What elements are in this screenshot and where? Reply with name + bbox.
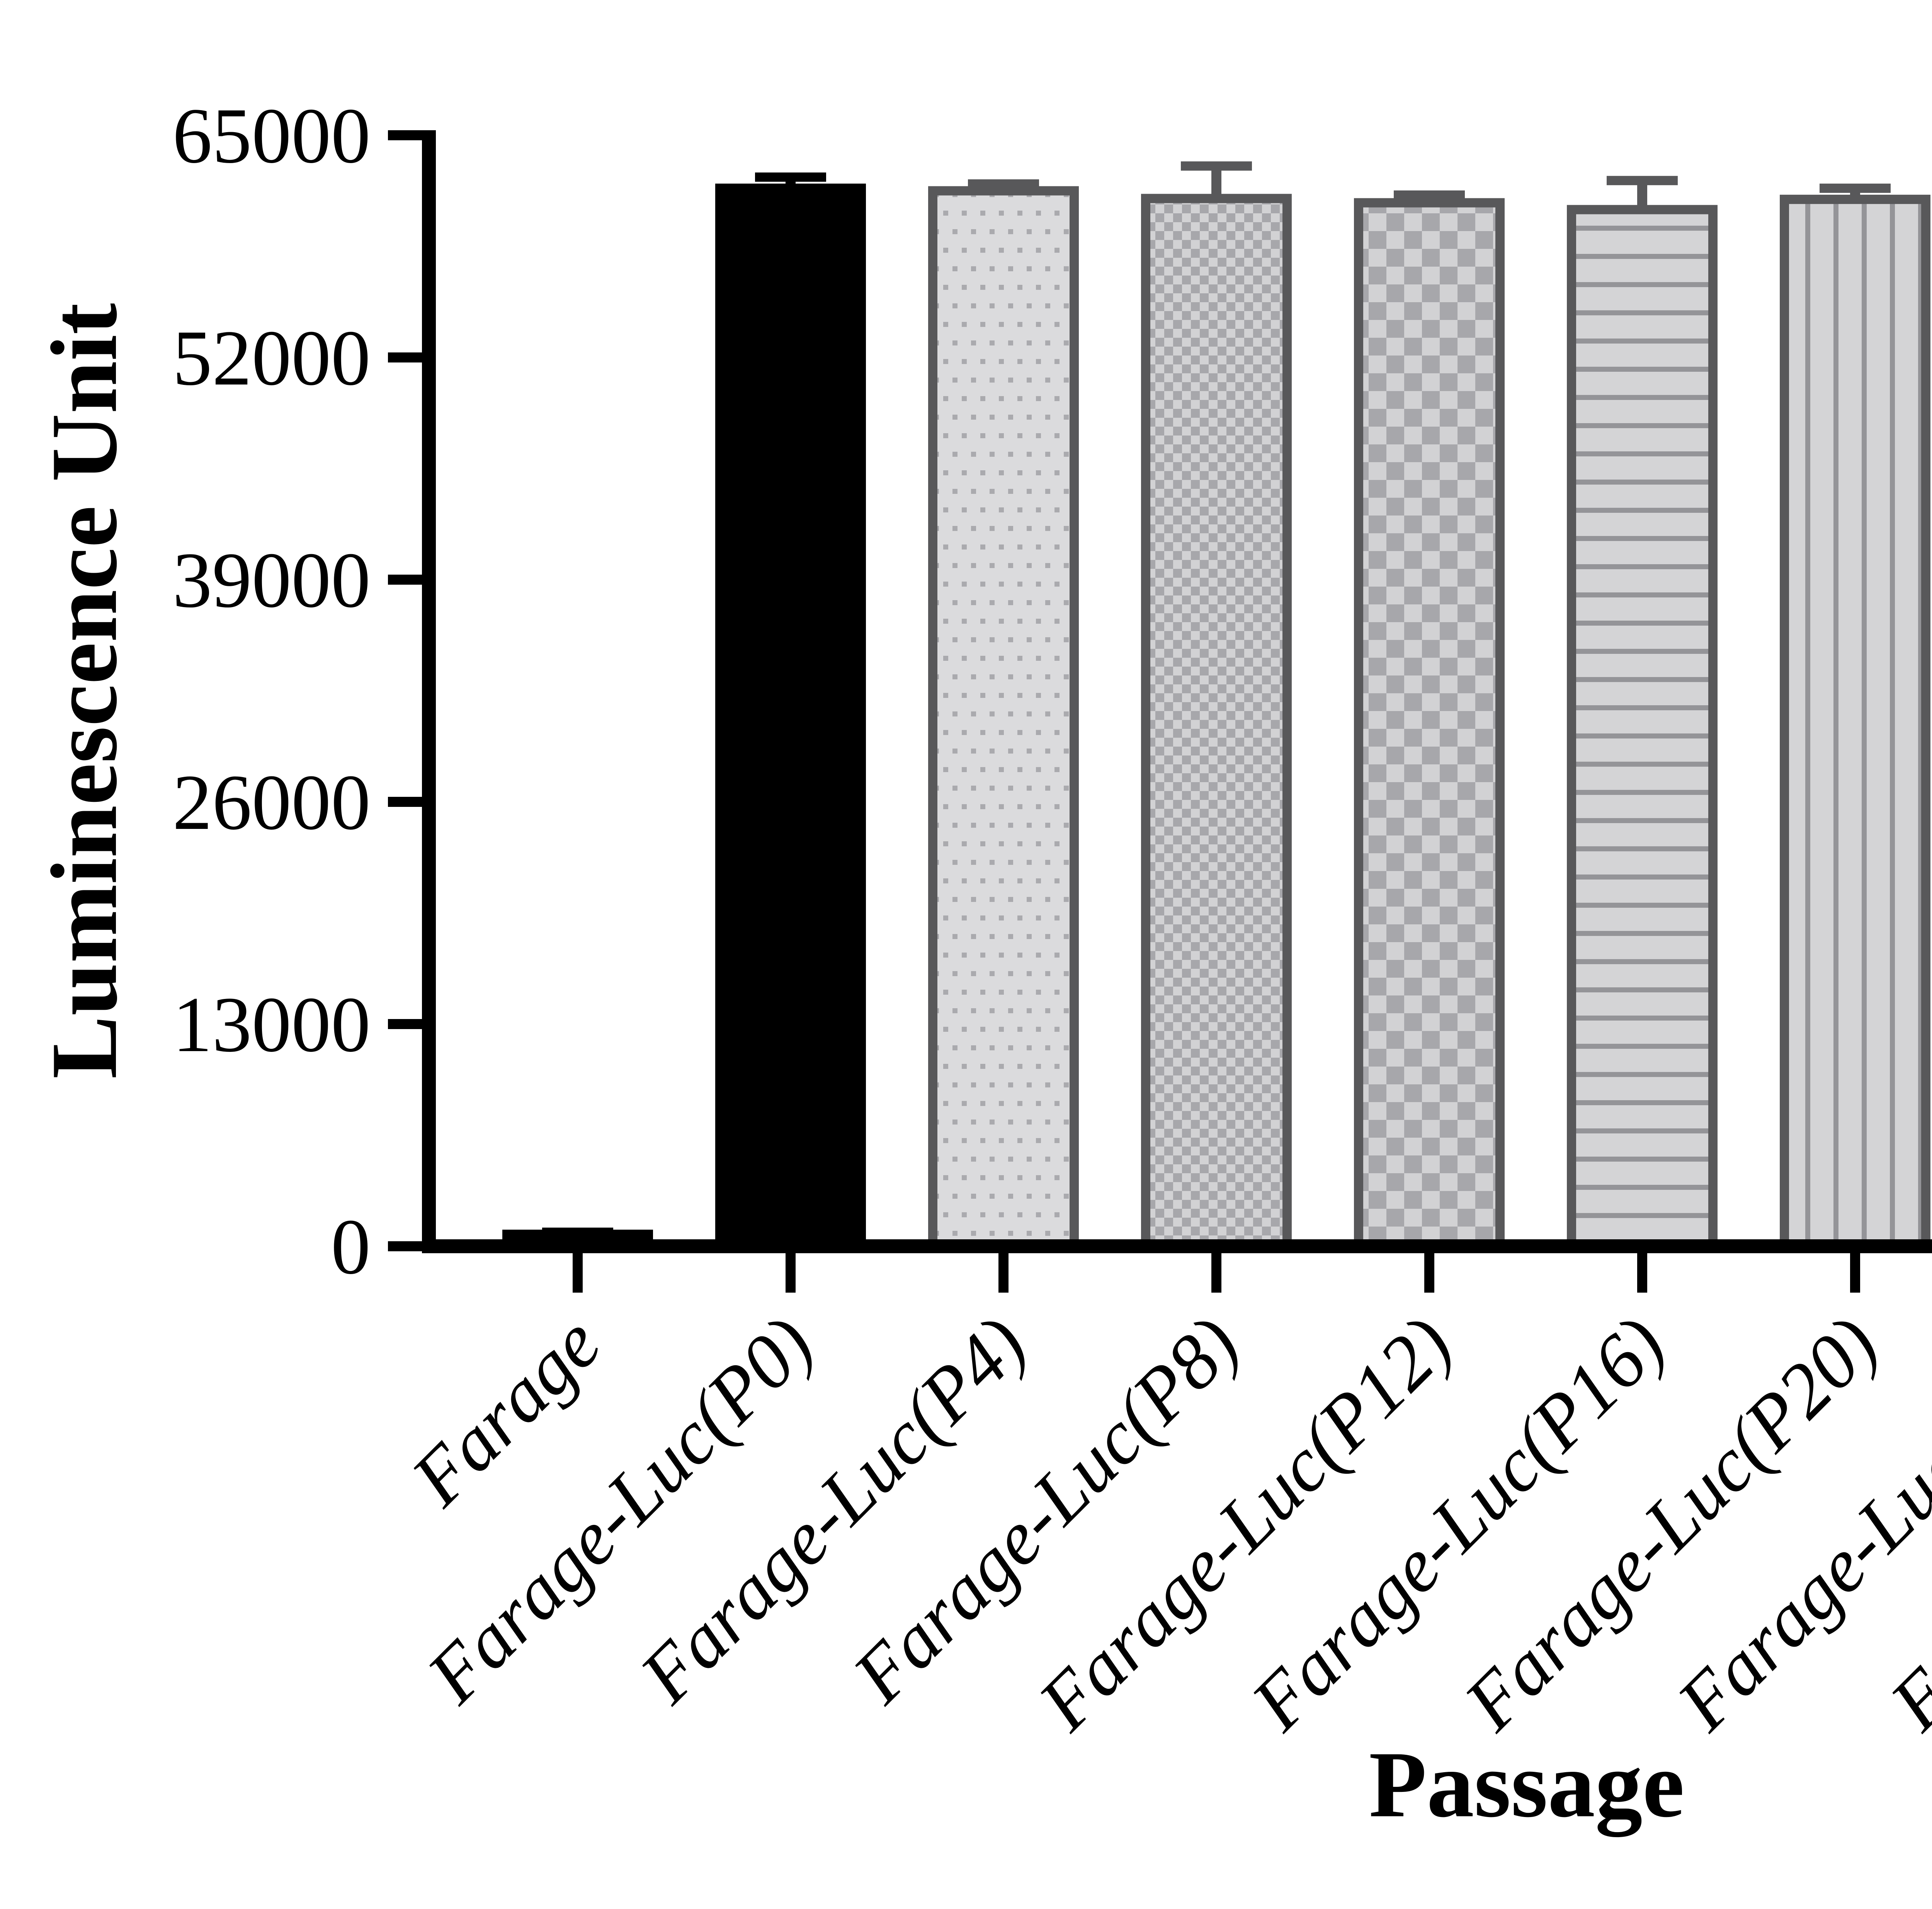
bar-farage-luc-p12: [1354, 198, 1505, 1251]
y-tick-label-26000: 26000: [173, 759, 371, 846]
y-tick-label-65000: 65000: [173, 92, 371, 180]
x-tick-farage: [573, 1253, 583, 1293]
y-axis-title: Luminescence Unit: [32, 303, 136, 1079]
y-tick-label-39000: 39000: [173, 536, 371, 624]
y-tick-label-52000: 52000: [173, 314, 371, 402]
bar-farage-luc-p16: [1567, 205, 1718, 1251]
y-tick-39000: [388, 575, 422, 585]
x-tick-farage-luc-p8: [1211, 1253, 1221, 1293]
y-tick-label-13000: 13000: [173, 981, 371, 1068]
x-tick-farage-luc-p4: [998, 1253, 1009, 1293]
error-bar-cap-farage-luc-p16: [1607, 176, 1678, 185]
bar-farage-luc-p20: [1780, 194, 1930, 1251]
error-bar-cap-farage-luc-p20: [1820, 184, 1891, 193]
y-tick-13000: [388, 1019, 422, 1029]
x-tick-farage-luc-p12: [1424, 1253, 1434, 1293]
x-axis-line: [422, 1239, 1932, 1253]
x-axis-title: Passage: [1369, 1732, 1685, 1837]
error-bar-cap-farage-luc-p8: [1181, 161, 1252, 171]
y-tick-0: [388, 1241, 422, 1251]
x-tick-farage-luc-p0: [786, 1253, 796, 1293]
bar-farage-luc-p8: [1141, 194, 1292, 1251]
y-axis-line: [422, 130, 436, 1253]
axes-layer: [388, 130, 1932, 1293]
bar-farage-luc-p0: [715, 184, 866, 1251]
y-tick-label-0: 0: [331, 1203, 371, 1291]
bar-farage-luc-p4: [928, 186, 1079, 1251]
x-category-label-farage-luc-p4: Farage-Luc(P4): [624, 1300, 1043, 1720]
x-tick-farage-luc-p20: [1850, 1253, 1860, 1293]
y-tick-26000: [388, 797, 422, 807]
x-tick-farage-luc-p16: [1637, 1253, 1647, 1293]
y-tick-52000: [388, 352, 422, 362]
x-category-label-farage-luc-p0: Farage-Luc(P0): [411, 1300, 830, 1720]
y-tick-65000: [388, 130, 422, 140]
x-category-label-farage-luc-p8: Farage-Luc(P8): [837, 1300, 1256, 1720]
bars-layer: [502, 184, 1930, 1251]
error-bar-cap-farage-luc-p0: [755, 172, 826, 182]
